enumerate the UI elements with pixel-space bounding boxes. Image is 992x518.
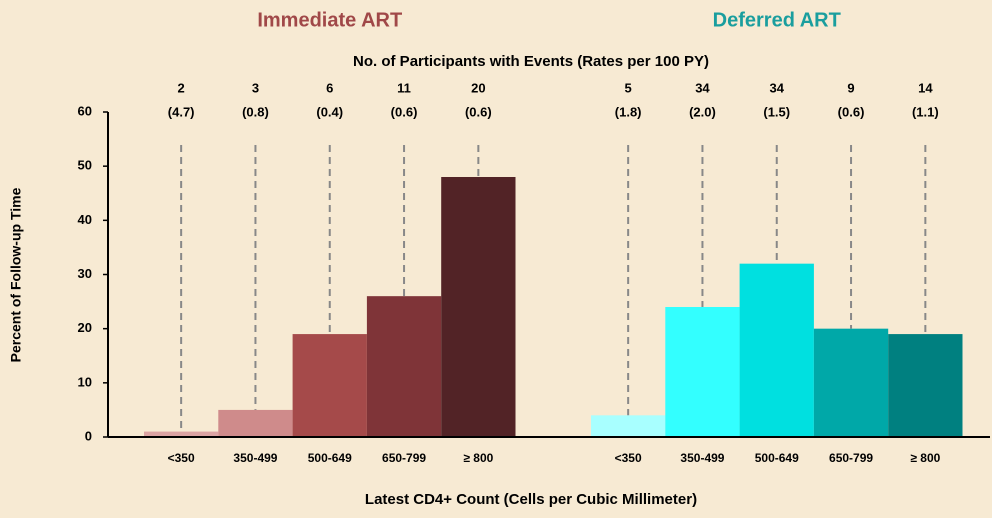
x-tick-label: ≥ 800 [910, 451, 940, 465]
event-count: 20 [471, 80, 485, 95]
bar [218, 409, 293, 437]
bar [591, 415, 666, 437]
group-title: Deferred ART [713, 9, 841, 31]
event-count: 11 [397, 80, 411, 95]
bar [888, 334, 963, 437]
event-rate: (1.1) [912, 104, 939, 119]
x-tick-label: 650-799 [382, 451, 426, 465]
x-tick-label: 500-649 [755, 451, 799, 465]
event-rate: (0.6) [838, 104, 865, 119]
event-count: 2 [178, 80, 185, 95]
group-title: Immediate ART [257, 9, 402, 31]
x-tick-label: 350-499 [680, 451, 724, 465]
event-count: 9 [847, 80, 854, 95]
event-rate: (1.5) [763, 104, 790, 119]
y-tick-label: 30 [78, 266, 92, 281]
event-rate: (0.6) [465, 104, 492, 119]
bar [665, 307, 740, 437]
x-tick-label: <350 [615, 451, 642, 465]
y-tick-label: 50 [78, 158, 92, 173]
event-rate: (0.8) [242, 104, 269, 119]
event-rate: (0.6) [391, 104, 418, 119]
event-count: 34 [695, 80, 710, 95]
bar [144, 431, 219, 437]
bar [441, 177, 516, 437]
y-axis-label: Percent of Follow-up Time [8, 187, 24, 362]
x-tick-label: ≥ 800 [463, 451, 493, 465]
x-tick-label: 650-799 [829, 451, 873, 465]
event-count: 5 [625, 80, 632, 95]
bar [292, 334, 367, 437]
y-tick-label: 20 [78, 320, 92, 335]
event-count: 34 [770, 80, 785, 95]
x-axis-label: Latest CD4+ Count (Cells per Cubic Milli… [365, 491, 697, 508]
event-count: 3 [252, 80, 259, 95]
bar [813, 328, 889, 437]
bar [739, 263, 814, 437]
event-count: 6 [326, 80, 333, 95]
x-tick-label: <350 [168, 451, 195, 465]
annotation-title: No. of Participants with Events (Rates p… [353, 53, 709, 70]
event-rate: (4.7) [168, 104, 195, 119]
event-count: 14 [918, 80, 933, 95]
y-tick-label: 10 [78, 374, 92, 389]
y-tick-label: 0 [85, 428, 92, 443]
x-tick-label: 500-649 [308, 451, 352, 465]
y-tick-label: 60 [78, 103, 92, 118]
x-tick-label: 350-499 [233, 451, 277, 465]
event-rate: (0.4) [316, 104, 343, 119]
y-tick-label: 40 [78, 212, 92, 227]
bar [366, 296, 442, 437]
event-rate: (2.0) [689, 104, 716, 119]
event-rate: (1.8) [615, 104, 642, 119]
